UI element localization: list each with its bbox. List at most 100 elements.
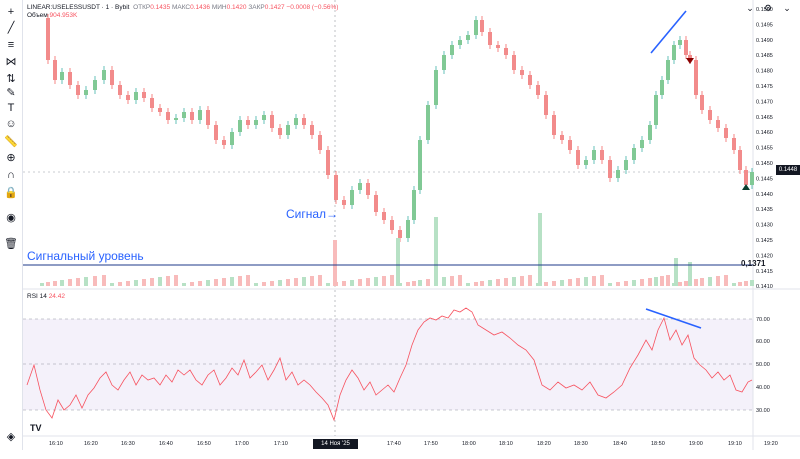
candle	[134, 92, 138, 100]
volume-bar	[496, 279, 500, 286]
candle	[708, 110, 712, 120]
candle	[310, 125, 314, 135]
chart-area[interactable]: 0.1500 0.1495 0.1490 0.1485 0.1480 0.1475 0.14…	[23, 0, 800, 450]
volume-legend[interactable]: Объем 904.953K	[27, 12, 77, 19]
volume-bar	[126, 281, 130, 286]
volume-bar	[600, 275, 604, 286]
volume-bar	[694, 279, 698, 286]
volume-bar	[684, 281, 688, 286]
layers-icon[interactable]: ◈	[6, 431, 16, 443]
candle	[654, 95, 658, 125]
volume-bar	[286, 279, 290, 286]
price-tick: 0.1450	[756, 161, 773, 167]
volume-bar	[688, 262, 692, 286]
volume-bar	[738, 282, 742, 286]
volume-bar	[678, 282, 682, 286]
volume-bar	[374, 277, 378, 286]
candle	[474, 20, 478, 35]
volume-bar	[732, 283, 736, 286]
volume-bar	[418, 280, 422, 286]
high-value: 0.1436	[190, 4, 211, 11]
candle	[592, 150, 596, 160]
volume-bar	[40, 283, 44, 286]
candle	[46, 18, 50, 60]
lock-icon[interactable]: 🔒	[4, 187, 18, 199]
candle	[450, 45, 454, 55]
time-tick: 16:20	[84, 441, 98, 447]
candle	[68, 72, 72, 85]
candle	[616, 170, 620, 178]
price-tick: 0.1410	[756, 284, 773, 290]
close-value: 0.1427	[264, 4, 285, 11]
open-label: ОТКР	[133, 4, 151, 11]
candle	[382, 212, 386, 220]
candle	[488, 32, 492, 45]
volume-bar	[318, 275, 322, 286]
symbol-name[interactable]: LINEAR:USELESSUSDT · 1 · Bybit	[27, 4, 130, 11]
signal-level-annotation[interactable]: Сигнальный уровень	[27, 249, 144, 263]
time-tick: 16:40	[159, 441, 173, 447]
time-tick: 18:50	[651, 441, 665, 447]
candle	[684, 40, 688, 55]
text-icon[interactable]: T	[7, 102, 15, 114]
candle	[174, 118, 178, 120]
chevron-down-icon[interactable]: ⌄	[783, 3, 791, 13]
tradingview-logo[interactable]: TV	[30, 423, 42, 433]
eye-icon[interactable]: ◉	[6, 212, 16, 224]
brush-icon[interactable]: ✎	[6, 87, 16, 99]
volume-bar	[700, 278, 704, 286]
zoom-icon[interactable]: ⊕	[6, 152, 16, 164]
volume-bar	[552, 281, 556, 286]
volume-value: 904.953K	[49, 12, 78, 19]
candle	[426, 105, 430, 140]
time-tick: 19:20	[764, 441, 778, 447]
candle	[724, 128, 728, 138]
candle	[750, 172, 754, 185]
volume-bar	[648, 278, 652, 286]
volume-bar	[350, 280, 354, 286]
candle	[126, 95, 130, 100]
chart-canvas[interactable]: 0.1500 0.1495 0.1490 0.1485 0.1480 0.1475 0.14…	[23, 0, 800, 450]
fib-icon[interactable]: ≡	[7, 39, 15, 51]
volume-bar	[426, 279, 430, 286]
volume-bar	[568, 279, 572, 286]
collapse-icon[interactable]: ⌄	[746, 3, 754, 13]
price-tick: 0.1415	[756, 269, 773, 275]
rsi-tick: 30.00	[756, 408, 770, 414]
volume-bar	[102, 275, 106, 286]
emoji-icon[interactable]: ☺	[5, 118, 17, 130]
candle	[660, 80, 664, 95]
volume-bar	[576, 278, 580, 286]
rsi-legend[interactable]: RSI 14 24.42	[27, 293, 65, 300]
volume-bar	[528, 275, 532, 286]
crosshair-icon[interactable]: +	[7, 6, 15, 18]
candle	[158, 108, 162, 112]
signal-annotation[interactable]: Сигнал→	[286, 207, 339, 221]
candle	[584, 160, 588, 165]
candle	[342, 200, 346, 205]
volume-bar	[488, 280, 492, 286]
settings-icon[interactable]: ⚙	[763, 3, 773, 13]
candle	[254, 120, 258, 125]
time-tick: 17:10	[274, 441, 288, 447]
volume-bar	[278, 280, 282, 286]
candle	[238, 120, 242, 132]
candle	[608, 160, 612, 178]
time-tick: 17:40	[387, 441, 401, 447]
trend-line-icon[interactable]: ╱	[7, 22, 15, 34]
candle	[466, 35, 470, 40]
candle	[230, 132, 234, 145]
candle	[198, 110, 202, 120]
close-label: ЗАКР	[248, 4, 265, 11]
pattern-icon[interactable]: ⋈	[5, 56, 17, 68]
ruler-icon[interactable]: 📏	[4, 136, 18, 148]
trash-icon[interactable]: 🗑	[4, 238, 18, 250]
volume-bar	[396, 238, 400, 286]
sell-marker	[686, 58, 694, 64]
magnet-icon[interactable]: ∩	[7, 169, 15, 181]
projection-icon[interactable]: ⇅	[6, 73, 16, 85]
volume-bar	[434, 217, 438, 286]
candle	[648, 125, 652, 140]
time-tick: 19:10	[728, 441, 742, 447]
volume-bar	[744, 281, 748, 286]
